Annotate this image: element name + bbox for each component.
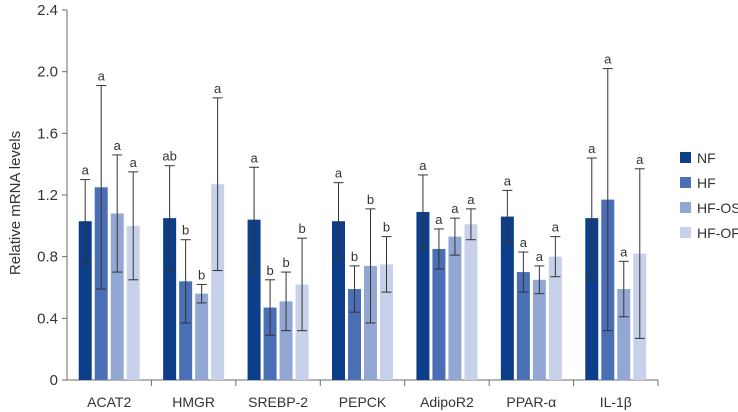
significance-label: a xyxy=(451,201,459,216)
bar xyxy=(585,218,599,380)
y-axis-title: Relative mRNA levels xyxy=(7,131,24,275)
significance-label: a xyxy=(504,173,512,188)
significance-label: a xyxy=(98,69,106,84)
bar xyxy=(279,301,293,380)
y-tick-label: 1.6 xyxy=(37,125,58,142)
significance-label: a xyxy=(588,141,596,156)
bar xyxy=(126,225,140,380)
bar xyxy=(380,264,393,380)
significance-label: b xyxy=(351,249,358,264)
legend-label: HF xyxy=(697,175,716,191)
bar xyxy=(432,248,446,380)
bar xyxy=(78,221,92,380)
bar xyxy=(548,256,562,380)
bar xyxy=(516,272,530,380)
bar xyxy=(211,184,225,380)
bar xyxy=(110,213,124,380)
axes: 0 0.4 0.8 1.2 1.6 2.0 2.4 Relative mRNA levels A… xyxy=(7,2,659,410)
y-tick-label: 0.8 xyxy=(37,249,58,266)
bar xyxy=(617,289,631,380)
significance-label: b xyxy=(367,192,374,207)
legend-swatch xyxy=(680,227,691,238)
bar xyxy=(247,219,261,380)
significance-label: a xyxy=(435,212,443,227)
significance-label: a xyxy=(520,235,528,250)
legend-label: HF-OF xyxy=(697,225,738,241)
x-category-label: SREBP-2 xyxy=(248,394,308,410)
bar xyxy=(163,218,177,380)
bar xyxy=(448,236,462,380)
x-category-label: PPAR-α xyxy=(506,394,556,410)
bar xyxy=(500,216,514,380)
significance-label: a xyxy=(114,138,122,153)
bar xyxy=(263,307,277,380)
bar xyxy=(179,281,193,380)
significance-label: a xyxy=(419,158,427,173)
legend-swatch xyxy=(680,152,691,163)
bar xyxy=(332,221,345,380)
significance-label: b xyxy=(298,221,305,236)
significance-label: a xyxy=(620,244,628,259)
significance-label: b xyxy=(198,267,205,282)
significance-label: a xyxy=(130,155,138,170)
significance-label: b xyxy=(383,220,390,235)
bar xyxy=(464,224,478,380)
significance-label: a xyxy=(335,166,343,181)
significance-label: a xyxy=(552,220,560,235)
significance-label: b xyxy=(282,255,289,270)
y-tick-label: 0.4 xyxy=(37,310,58,327)
legend-swatch xyxy=(680,202,691,213)
significance-label: a xyxy=(214,81,222,96)
legend: NF HF HF-OS HF-OF xyxy=(680,150,738,241)
x-category-label: HMGR xyxy=(172,394,215,410)
x-category-label: IL-1β xyxy=(600,394,632,410)
bar xyxy=(416,211,430,380)
significance-label: a xyxy=(82,163,90,178)
y-tick-label: 0 xyxy=(50,372,58,389)
x-category-label: ACAT2 xyxy=(87,394,131,410)
significance-label: a xyxy=(250,150,258,165)
y-tick-label: 2.4 xyxy=(37,2,58,19)
bar xyxy=(195,293,209,380)
legend-swatch xyxy=(680,177,691,188)
significance-label: a xyxy=(636,152,644,167)
significance-label: b xyxy=(182,223,189,238)
x-category-label: AdipoR2 xyxy=(420,394,474,410)
significance-label: ab xyxy=(162,149,176,164)
legend-label: HF-OS xyxy=(697,200,738,216)
bar xyxy=(532,279,546,380)
significance-label: a xyxy=(536,249,544,264)
y-tick-label: 1.2 xyxy=(37,187,58,204)
significance-label: a xyxy=(604,52,612,67)
bar xyxy=(295,284,309,380)
significance-label: a xyxy=(467,192,475,207)
y-tick-label: 2.0 xyxy=(37,64,58,81)
x-category-label: PEPCK xyxy=(339,394,387,410)
legend-label: NF xyxy=(697,150,716,166)
significance-label: b xyxy=(266,263,273,278)
